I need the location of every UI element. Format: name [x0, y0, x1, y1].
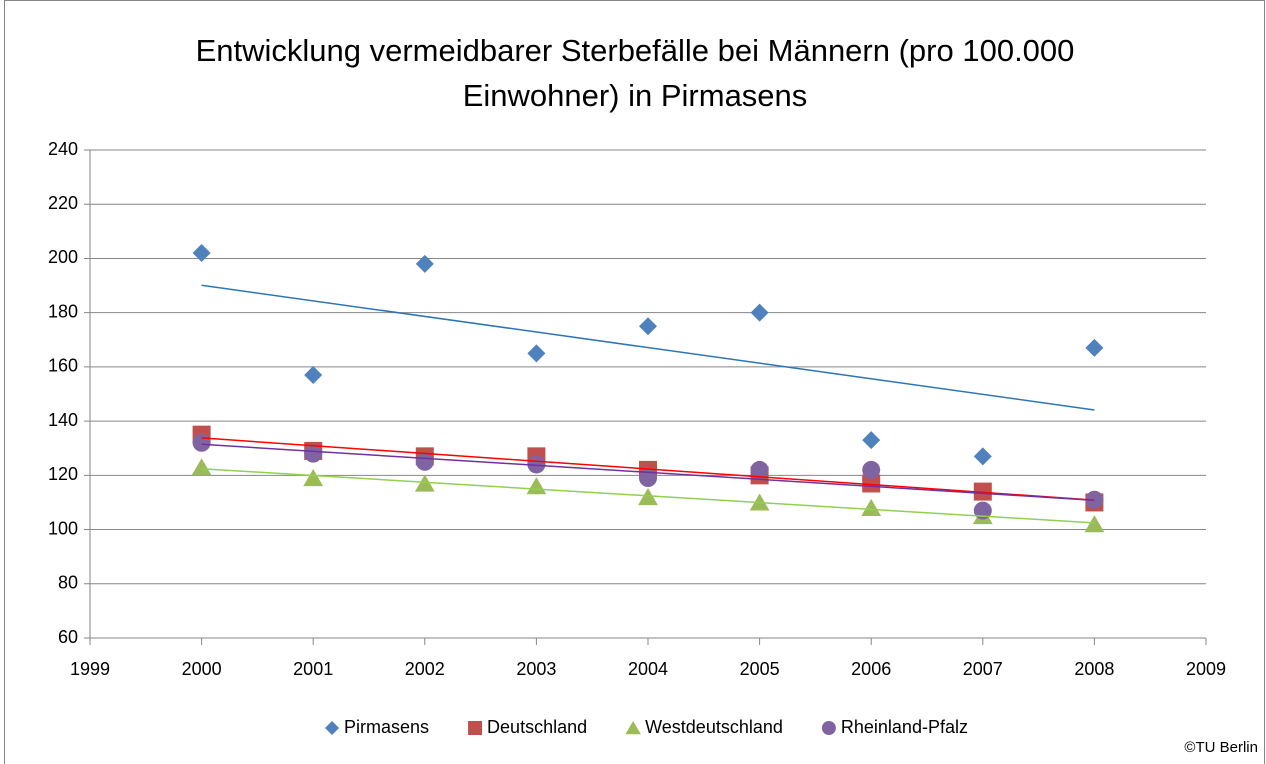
- marker: [304, 366, 323, 385]
- annotation: ©TU Berlin: [1184, 739, 1258, 756]
- trend-line: [201, 467, 1095, 524]
- y-tick-label: 160: [48, 356, 78, 376]
- marker: [639, 469, 657, 488]
- marker: [304, 444, 323, 463]
- y-tick-label: 100: [48, 518, 78, 538]
- trend-line: [201, 284, 1095, 411]
- y-tick-label: 60: [58, 627, 78, 647]
- legend-marker: [821, 721, 836, 735]
- marker: [639, 317, 657, 336]
- marker: [1085, 338, 1104, 357]
- y-tick-label: 240: [48, 139, 78, 159]
- legend-label: Rheinland-Pfalz: [841, 717, 968, 737]
- x-tick-label: 2009: [1186, 659, 1226, 679]
- marker: [638, 488, 658, 506]
- x-tick-label: 2000: [182, 659, 222, 679]
- marker: [192, 244, 211, 263]
- y-tick-label: 120: [48, 464, 78, 484]
- trend-line: [201, 443, 1095, 502]
- y-tick-label: 180: [48, 301, 78, 321]
- marker: [527, 455, 546, 474]
- marker: [191, 458, 212, 476]
- marker: [414, 474, 435, 492]
- x-tick-label: 2004: [628, 659, 668, 679]
- marker: [415, 452, 434, 471]
- x-tick-label: 2007: [963, 659, 1003, 679]
- marker: [861, 498, 882, 516]
- marker: [527, 344, 546, 363]
- y-tick-label: 80: [58, 573, 78, 593]
- y-tick-label: 220: [48, 193, 78, 213]
- x-tick-label: 2005: [740, 659, 780, 679]
- x-tick-label: 2003: [516, 659, 556, 679]
- marker: [973, 501, 992, 520]
- marker: [415, 254, 434, 273]
- legend-marker: [625, 721, 641, 735]
- x-tick-label: 2006: [851, 659, 891, 679]
- marker: [526, 477, 547, 495]
- marker: [973, 447, 992, 466]
- legend-marker: [325, 721, 340, 735]
- marker: [750, 303, 769, 322]
- legend-label: Westdeutschland: [645, 717, 783, 737]
- marker: [862, 431, 881, 450]
- y-tick-label: 140: [48, 410, 78, 430]
- legend-marker: [468, 721, 483, 735]
- marker: [303, 469, 324, 487]
- x-tick-label: 2002: [405, 659, 445, 679]
- trend-line: [201, 437, 1095, 501]
- marker: [862, 460, 881, 479]
- chart-title: Entwicklung vermeidbarer Sterbefälle bei…: [195, 33, 1075, 113]
- marker: [1084, 515, 1105, 533]
- marker: [750, 460, 769, 479]
- chart-border: [4, 0, 1265, 764]
- x-tick-label: 2008: [1074, 659, 1114, 679]
- legend-label: Pirmasens: [344, 717, 429, 737]
- y-tick-label: 200: [48, 247, 78, 267]
- marker: [862, 474, 881, 493]
- marker: [192, 433, 211, 452]
- x-tick-label: 2001: [293, 659, 333, 679]
- legend-label: Deutschland: [487, 717, 587, 737]
- x-tick-label: 1999: [70, 659, 110, 679]
